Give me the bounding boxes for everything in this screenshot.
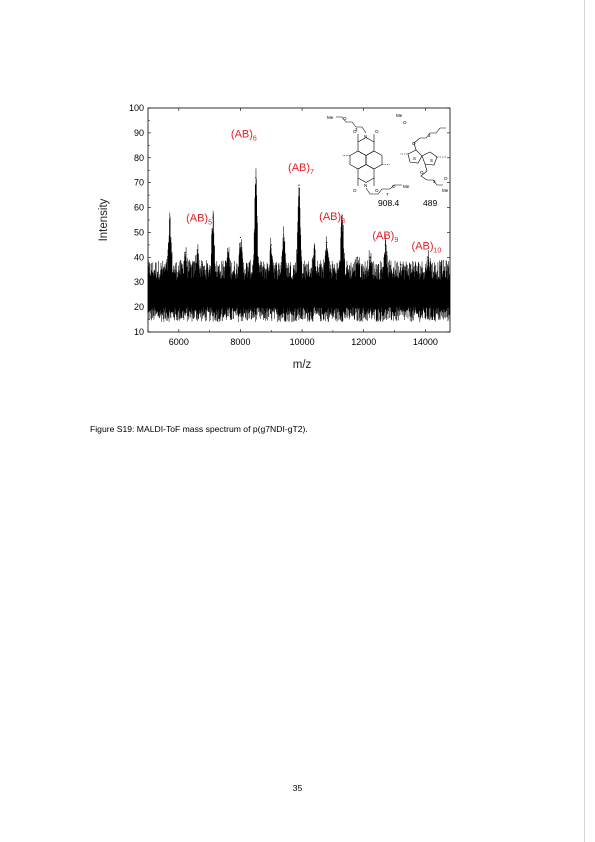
peak-10 bbox=[313, 251, 316, 253]
peak-13 bbox=[356, 256, 359, 258]
y-tick-label-100: 100 bbox=[129, 103, 144, 113]
peak-5 bbox=[239, 236, 242, 239]
imide-n-top: N bbox=[364, 134, 367, 139]
side-chain-top-me: Me bbox=[396, 113, 403, 118]
mass-spectrum-chart: 10 20 30 40 50 60 70 80 90 100 6000 8000 10000 12000 1… bbox=[98, 103, 451, 371]
peak-3 bbox=[212, 216, 214, 219]
thiophene-s-2: S bbox=[430, 158, 433, 163]
peak-label-ab5: (AB)5 bbox=[186, 213, 212, 227]
peak-8 bbox=[282, 234, 285, 236]
spectrum-trace-group bbox=[147, 168, 451, 323]
side-chain-top-o2: O bbox=[403, 120, 407, 125]
y-tick-label-20: 20 bbox=[134, 302, 144, 312]
peak-2 bbox=[196, 249, 198, 251]
y-tick-label-50: 50 bbox=[134, 227, 144, 237]
mass-label-ndi: 908.4 bbox=[378, 198, 400, 208]
bithiophene-unit bbox=[400, 127, 446, 186]
peak-6 bbox=[255, 177, 257, 179]
chain-top-me: Me bbox=[327, 115, 334, 120]
glycol-chain-bottom bbox=[365, 184, 402, 195]
y-tick-label-60: 60 bbox=[134, 203, 144, 213]
peak-label-ab9: (AB)9 bbox=[372, 230, 398, 244]
chain-bottom-o: O bbox=[392, 184, 396, 189]
x-tick-label-6000: 6000 bbox=[169, 337, 189, 347]
peak-15 bbox=[384, 244, 386, 246]
peak-12 bbox=[341, 214, 343, 216]
peak-label-ab6: (AB)6 bbox=[231, 129, 257, 143]
ndi-core bbox=[342, 134, 390, 186]
chain-bottom-me: Me bbox=[403, 184, 410, 189]
side-chain-top-repeat: 3 bbox=[428, 133, 431, 138]
peak-label-ab10: (AB)10 bbox=[412, 240, 442, 254]
peak-18 bbox=[427, 256, 430, 258]
carbonyl-o-4: O bbox=[375, 188, 379, 193]
page-number: 35 bbox=[292, 783, 303, 793]
mass-label-bithiophene: 489 bbox=[423, 198, 437, 208]
side-chain-bottom-o: O bbox=[420, 170, 424, 175]
chain-bottom-repeat: 7 bbox=[386, 192, 389, 197]
chain-top-o: O bbox=[343, 116, 347, 121]
axis-ticks-group: 10 20 30 40 50 60 70 80 90 100 6000 8000 10000 12000 1… bbox=[129, 103, 450, 347]
peak-9 bbox=[298, 184, 300, 186]
y-tick-label-80: 80 bbox=[134, 153, 144, 163]
chain-top-repeat: 3 bbox=[355, 127, 358, 132]
y-tick-label-90: 90 bbox=[134, 128, 144, 138]
peak-16 bbox=[400, 264, 402, 266]
figure-caption: Figure S19: MALDI-ToF mass spectrum of p… bbox=[90, 424, 308, 434]
carbonyl-o-3: O bbox=[353, 188, 357, 193]
y-tick-label-70: 70 bbox=[134, 178, 144, 188]
peak-11 bbox=[326, 241, 328, 243]
peak-17 bbox=[412, 266, 414, 268]
y-axis-title: Intensity bbox=[98, 198, 110, 241]
molecular-structure-inset: N N O O O O Me O 3 O Me 7 bbox=[327, 113, 449, 208]
mass-spectrum-figure: 10 20 30 40 50 60 70 80 90 100 6000 8000 10000 12000 1… bbox=[90, 100, 460, 380]
carbonyl-o-2: O bbox=[375, 129, 379, 134]
x-tick-label-12000: 12000 bbox=[351, 337, 376, 347]
side-chain-bottom-o2: O bbox=[444, 176, 448, 181]
peak-14 bbox=[369, 256, 371, 258]
side-chain-bottom-me: Me bbox=[442, 188, 449, 193]
peak-0 bbox=[169, 221, 171, 224]
peak-labels-group: (AB)5 (AB)6 (AB)7 (AB)8 (AB)9 (AB)10 bbox=[186, 129, 441, 255]
peak-7 bbox=[270, 244, 272, 246]
y-tick-label-30: 30 bbox=[134, 277, 144, 287]
page-edge-line bbox=[584, 0, 585, 842]
spectrum-trace bbox=[147, 168, 451, 323]
carbonyl-o-1: O bbox=[353, 129, 357, 134]
imide-n-bottom: N bbox=[364, 183, 367, 188]
peak-label-ab7: (AB)7 bbox=[288, 162, 314, 176]
side-chain-top-o: O bbox=[412, 141, 416, 146]
x-tick-label-8000: 8000 bbox=[230, 337, 250, 347]
side-chain-bottom-repeat: 3 bbox=[433, 179, 436, 184]
x-axis-title: m/z bbox=[293, 359, 312, 371]
y-tick-label-40: 40 bbox=[134, 252, 144, 262]
x-tick-label-10000: 10000 bbox=[290, 337, 315, 347]
glycol-chain-top bbox=[336, 116, 367, 134]
peak-1 bbox=[184, 251, 186, 253]
y-tick-label-10: 10 bbox=[134, 327, 144, 337]
x-tick-label-14000: 14000 bbox=[413, 337, 438, 347]
peak-4 bbox=[227, 251, 229, 253]
thiophene-s-1: S bbox=[413, 156, 416, 161]
peak-label-ab8: (AB)8 bbox=[319, 211, 345, 225]
